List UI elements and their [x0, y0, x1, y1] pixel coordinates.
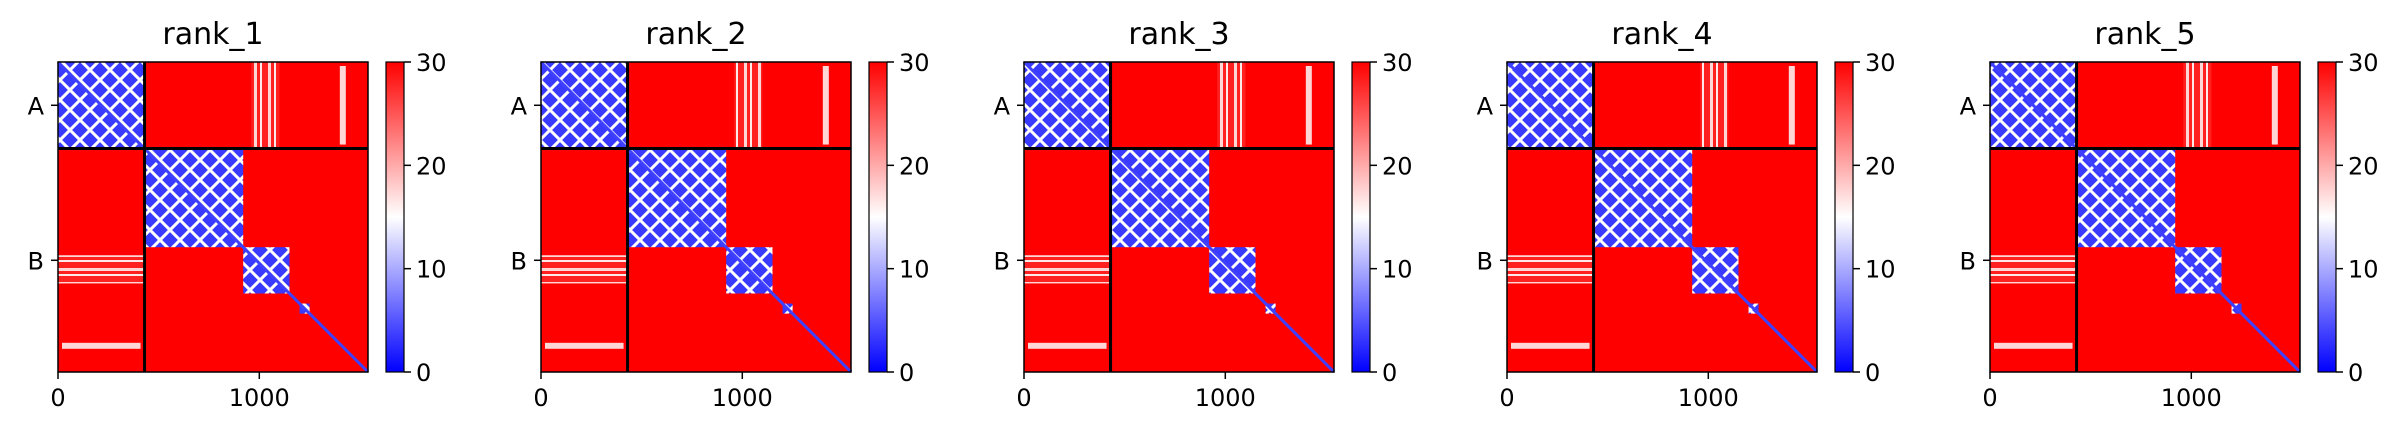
inter-chain-band [1024, 255, 1111, 284]
axes-frame [1506, 61, 1818, 373]
inter-chain-band [62, 342, 141, 349]
colorbar-tick-label: 10 [2348, 256, 2379, 284]
inter-chain-band [1305, 66, 1312, 145]
axes-frame [1023, 61, 1335, 373]
axes-frame [57, 61, 369, 373]
colorbar-tick-label: 0 [2348, 359, 2363, 387]
inter-chain-band [58, 255, 145, 284]
colorbar-tick-label: 0 [416, 359, 431, 387]
inter-chain-band [1217, 62, 1246, 149]
x-tick-label: 0 [1499, 384, 1514, 412]
diagonal-line [56, 60, 370, 374]
x-tick-label: 0 [50, 384, 65, 412]
colorbar-tick-label: 20 [899, 152, 930, 180]
heatmap-panel: rank_3 A B 0 1000 0 10 20 30 [994, 17, 1413, 412]
inter-chain-band [734, 62, 763, 149]
y-tick-label: A [994, 92, 1011, 120]
inter-chain-band [1788, 66, 1795, 145]
colorbar-tick-label: 10 [1865, 256, 1896, 284]
colorbar-tick-label: 30 [1382, 49, 1413, 77]
diagonal-line [539, 60, 853, 374]
colorbar-tick-label: 0 [899, 359, 914, 387]
colorbar [2317, 61, 2337, 373]
y-tick-label: B [1960, 247, 1976, 275]
x-tick-label: 1000 [1195, 384, 1256, 412]
y-tick-label: A [28, 92, 45, 120]
y-tick-label: A [1477, 92, 1494, 120]
inter-chain-band [251, 62, 280, 149]
panel-title: rank_5 [2094, 17, 2195, 52]
diagonal-line [1505, 60, 1819, 374]
inter-chain-band [1990, 255, 2077, 284]
inter-chain-band [1700, 62, 1729, 149]
inter-chain-band [339, 66, 346, 145]
x-tick-label: 0 [1982, 384, 1997, 412]
x-tick-label: 1000 [229, 384, 290, 412]
colorbar-tick-label: 30 [899, 49, 930, 77]
heatmap-panel: rank_1 A B 0 1000 0 10 20 30 [28, 17, 447, 412]
colorbar-tick-label: 0 [1382, 359, 1397, 387]
inter-chain-band [1994, 342, 2073, 349]
y-tick-label: A [511, 92, 528, 120]
y-tick-label: B [1477, 247, 1493, 275]
y-tick-label: B [994, 247, 1010, 275]
inter-chain-band [545, 342, 624, 349]
x-tick-label: 1000 [1678, 384, 1739, 412]
y-tick-label: A [1960, 92, 1977, 120]
heatmap-panel: rank_2 A B 0 1000 0 10 20 30 [511, 17, 930, 412]
axes-frame [540, 61, 852, 373]
panel-title: rank_1 [162, 17, 263, 52]
colorbar-tick-label: 20 [416, 152, 447, 180]
heatmap-panel: rank_5 A B 0 1000 0 10 20 30 [1960, 17, 2379, 412]
colorbar-tick-label: 10 [1382, 256, 1413, 284]
colorbar [1351, 61, 1371, 373]
colorbar-tick-label: 30 [2348, 49, 2379, 77]
x-tick-label: 0 [533, 384, 548, 412]
axes-frame [1989, 61, 2301, 373]
colorbar-tick-label: 10 [416, 256, 447, 284]
inter-chain-band [1511, 342, 1590, 349]
inter-chain-band [2271, 66, 2278, 145]
colorbar-tick-label: 30 [416, 49, 447, 77]
diagonal-line [1988, 60, 2302, 374]
colorbar-tick-label: 0 [1865, 359, 1880, 387]
inter-chain-band [1507, 255, 1594, 284]
colorbar [385, 61, 405, 373]
inter-chain-band [541, 255, 628, 284]
x-tick-label: 1000 [2161, 384, 2222, 412]
heatmap-panel: rank_4 A B 0 1000 0 10 20 30 [1477, 17, 1896, 412]
colorbar-tick-label: 20 [1865, 152, 1896, 180]
colorbar [868, 61, 888, 373]
y-tick-label: B [511, 247, 527, 275]
y-tick-label: B [28, 247, 44, 275]
colorbar-tick-label: 20 [2348, 152, 2379, 180]
x-tick-label: 0 [1016, 384, 1031, 412]
panel-title: rank_4 [1611, 17, 1712, 52]
inter-chain-band [1028, 342, 1107, 349]
panel-title: rank_3 [1128, 17, 1229, 52]
panel-title: rank_2 [645, 17, 746, 52]
colorbar-tick-label: 30 [1865, 49, 1896, 77]
colorbar-tick-label: 20 [1382, 152, 1413, 180]
inter-chain-band [2183, 62, 2212, 149]
inter-chain-band [822, 66, 829, 145]
x-tick-label: 1000 [712, 384, 773, 412]
diagonal-line [1022, 60, 1336, 374]
colorbar [1834, 61, 1854, 373]
colorbar-tick-label: 10 [899, 256, 930, 284]
